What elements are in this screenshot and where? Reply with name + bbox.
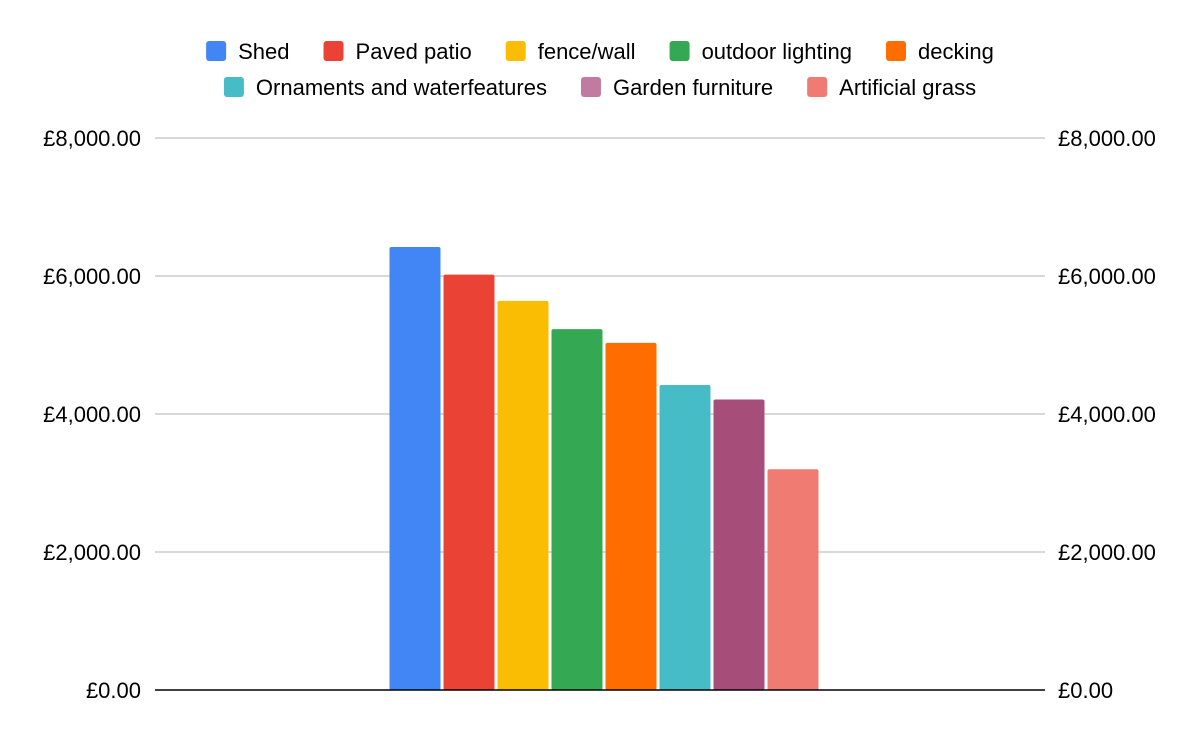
- legend-label-garden-furniture: Garden furniture: [613, 75, 773, 100]
- legend-swatch-fence-wall: [505, 41, 526, 61]
- y-tick-label-right: £6,000.00: [1058, 264, 1156, 289]
- y-tick-label-left: £4,000.00: [43, 402, 141, 427]
- y-axis-left: £0.00 £2,000.00 £4,000.00 £6,000.00 £8,000.0…: [43, 126, 141, 703]
- legend-label-ornaments-and-waterfeatures: Ornaments and waterfeatures: [256, 75, 547, 100]
- legend-label-artificial-grass: Artificial grass: [839, 75, 976, 100]
- legend-label-outdoor-lighting: outdoor lighting: [702, 39, 852, 64]
- bar-paved-patio: [443, 274, 495, 690]
- legend-label-paved-patio: Paved patio: [356, 39, 472, 64]
- bar-shed: [389, 247, 441, 690]
- y-tick-label-left: £2,000.00: [43, 540, 141, 565]
- legend-swatch-artificial-grass: [807, 77, 828, 97]
- bar-garden-furniture: [713, 399, 765, 690]
- bar-decking: [605, 342, 657, 690]
- legend-swatch-shed: [206, 41, 227, 61]
- legend-label-fence-wall: fence/wall: [538, 39, 636, 64]
- y-tick-label-left: £0.00: [86, 678, 141, 703]
- bars: [389, 247, 819, 690]
- legend-swatch-outdoor-lighting: [669, 41, 690, 61]
- y-tick-label-right: £4,000.00: [1058, 402, 1156, 427]
- legend-swatch-paved-patio: [323, 41, 344, 61]
- y-tick-label-right: £2,000.00: [1058, 540, 1156, 565]
- legend-label-decking: decking: [918, 39, 994, 64]
- y-axis-right: £0.00 £2,000.00 £4,000.00 £6,000.00 £8,000.0…: [1058, 126, 1156, 703]
- bar-outdoor-lighting: [551, 329, 603, 690]
- bar-artificial-grass: [767, 469, 819, 690]
- legend-swatch-decking: [886, 41, 907, 61]
- y-tick-label-right: £8,000.00: [1058, 126, 1156, 151]
- legend-swatch-ornaments-and-waterfeatures: [223, 77, 244, 97]
- y-tick-label-left: £8,000.00: [43, 126, 141, 151]
- legend: Shed Paved patio fence/wall outdoor lightin…: [206, 39, 994, 100]
- legend-label-shed: Shed: [238, 39, 289, 64]
- y-tick-label-left: £6,000.00: [43, 264, 141, 289]
- bar-ornaments-and-waterfeatures: [659, 385, 711, 690]
- y-tick-label-right: £0.00: [1058, 678, 1113, 703]
- legend-swatch-garden-furniture: [580, 77, 601, 97]
- bar-fence-wall: [497, 300, 549, 690]
